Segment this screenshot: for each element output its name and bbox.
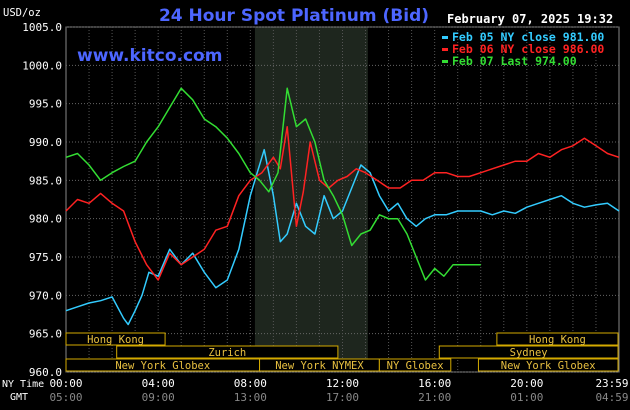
session-label: Sydney xyxy=(510,347,548,359)
series-line xyxy=(65,87,481,281)
session-label: Hong Kong xyxy=(87,334,144,346)
y-tick-label: 1005.0 xyxy=(22,21,62,34)
chart-timestamp: February 07, 2025 19:32 xyxy=(447,12,613,26)
session-label: Zurich xyxy=(208,347,246,359)
ny-time-row-label: NY Time xyxy=(2,379,44,390)
x-tick-label-gmt: 01:00 xyxy=(510,391,543,404)
legend-swatch xyxy=(442,48,448,51)
x-tick-label-gmt: 05:00 xyxy=(49,391,82,404)
y-tick-label: 965.0 xyxy=(29,328,62,341)
session-bar xyxy=(378,358,452,372)
session-label: New York Globex xyxy=(501,360,596,372)
x-tick-label-gmt: 17:00 xyxy=(326,391,359,404)
x-tick-label-gmt: 04:59 xyxy=(595,391,628,404)
y-axis-unit-label: USD/oz xyxy=(3,7,41,19)
legend-swatch xyxy=(442,36,448,39)
x-tick-label-gmt: 13:00 xyxy=(234,391,267,404)
session-bar xyxy=(438,345,619,359)
session-bar xyxy=(65,332,166,346)
session-label: New York NYMEX xyxy=(275,360,364,372)
x-tick-label-gmt: 09:00 xyxy=(142,391,175,404)
legend-entry: Feb 06 NY close 986.00 xyxy=(452,42,604,56)
session-bar xyxy=(496,332,619,346)
y-tick-label: 995.0 xyxy=(29,98,62,111)
legend: Feb 05 NY close 981.00 Feb 06 NY close 9… xyxy=(442,30,604,68)
market-hours-shading xyxy=(254,27,368,372)
y-tick-label: 975.0 xyxy=(29,251,62,264)
series-line xyxy=(65,148,620,326)
series-line xyxy=(65,125,620,281)
x-tick-label-ny: 23:59 xyxy=(595,377,628,390)
y-tick-label: 960.0 xyxy=(29,366,62,379)
x-tick-label-ny: 12:00 xyxy=(326,377,359,390)
session-bar xyxy=(477,358,619,372)
legend-entry: Feb 05 NY close 981.00 xyxy=(452,30,604,44)
session-bar xyxy=(116,345,339,359)
session-label: NY Globex xyxy=(387,360,444,372)
legend-swatch xyxy=(442,60,448,63)
x-tick-label-ny: 08:00 xyxy=(234,377,267,390)
session-label: New York Globex xyxy=(115,360,210,372)
y-tick-label: 990.0 xyxy=(29,136,62,149)
x-tick-label-ny: 04:00 xyxy=(142,377,175,390)
chart-title: 24 Hour Spot Platinum (Bid) xyxy=(159,6,429,26)
y-tick-label: 1000.0 xyxy=(22,59,62,72)
y-tick-label: 985.0 xyxy=(29,174,62,187)
x-tick-label-gmt: 21:00 xyxy=(418,391,451,404)
x-tick-label-ny: 00:00 xyxy=(49,377,82,390)
watermark: www.kitco.com xyxy=(77,46,222,66)
y-tick-label: 980.0 xyxy=(29,213,62,226)
x-tick-label-ny: 16:00 xyxy=(418,377,451,390)
gmt-row-label: GMT xyxy=(10,392,28,403)
y-tick-label: 970.0 xyxy=(29,289,62,302)
x-tick-label-ny: 20:00 xyxy=(510,377,543,390)
legend-entry: Feb 07 Last 974.00 xyxy=(452,54,577,68)
session-label: Hong Kong xyxy=(529,334,586,346)
